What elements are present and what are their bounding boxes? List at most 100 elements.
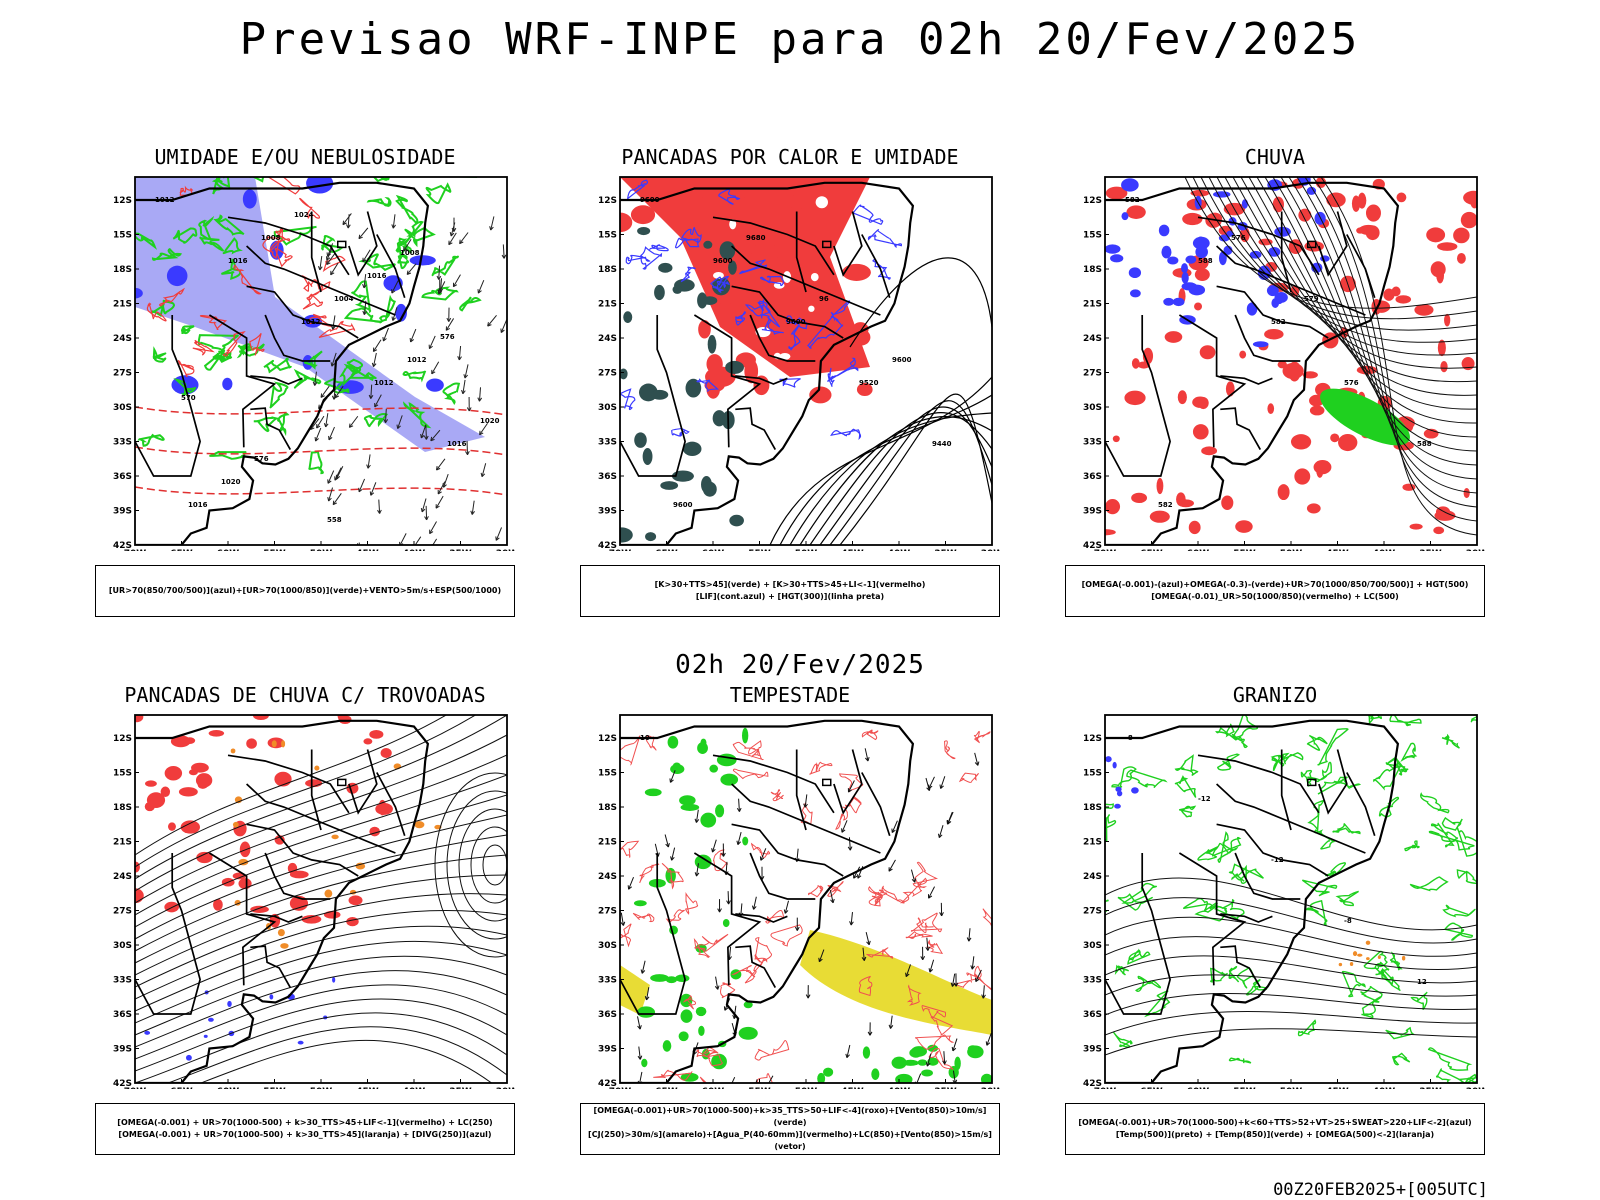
- hgt-contour: [839, 393, 992, 545]
- wind850-area: [637, 1006, 656, 1018]
- rain-area: [1396, 192, 1407, 203]
- lif-contour: [674, 237, 700, 249]
- wind-vector: [939, 912, 944, 917]
- wind-vector: [853, 874, 858, 879]
- lif-contour: [827, 367, 835, 387]
- lon-label: 30W: [981, 549, 1000, 551]
- state-boundary: [861, 772, 891, 837]
- contour-label: 588: [1417, 440, 1432, 448]
- omega-area: [1357, 953, 1363, 957]
- water-contour: [974, 965, 992, 991]
- thunderstorm-area: [184, 737, 196, 745]
- wind-vector: [399, 533, 407, 545]
- lon-label: 50W: [310, 1087, 333, 1089]
- wind850-area: [694, 854, 712, 870]
- rain-area: [1177, 390, 1187, 405]
- water-contour: [744, 954, 764, 984]
- wind-vector: [937, 833, 943, 838]
- wind-vector: [445, 326, 450, 331]
- wind-vector: [753, 896, 757, 910]
- wind-vector: [768, 1075, 774, 1083]
- omega-area: [1172, 297, 1185, 307]
- map-layers: 1012101610121012101610161008100410121020…: [135, 177, 507, 551]
- state-boundary: [250, 945, 292, 989]
- lat-label: 30S: [598, 403, 617, 413]
- lat-label: 18S: [598, 265, 617, 275]
- lon-label: 50W: [795, 549, 818, 551]
- lon-label: 40W: [403, 549, 426, 551]
- thunderstorm-area: [363, 738, 373, 745]
- lon-label: 45W: [356, 1087, 379, 1089]
- wind-vector: [326, 252, 331, 257]
- wind850-area: [910, 1046, 927, 1057]
- lon-label: 45W: [356, 549, 379, 551]
- hgt500-contour: [1320, 177, 1477, 536]
- thunderstorm-area: [346, 917, 359, 927]
- water-contour: [809, 761, 833, 775]
- map-layers: 10: [620, 719, 992, 1083]
- temp850-contour: [1456, 869, 1477, 885]
- wind-vector: [431, 361, 440, 375]
- lif-contour: [788, 324, 801, 351]
- temp850-contour: [1214, 898, 1245, 920]
- wind-vector: [436, 458, 446, 471]
- rain-area: [1414, 304, 1434, 316]
- wind-vector: [481, 463, 487, 477]
- wind-vector: [818, 949, 825, 962]
- streamline: [135, 955, 507, 1036]
- thunderstorm-area: [348, 895, 363, 906]
- temp850-contour: [1427, 1047, 1473, 1071]
- wind-vector: [429, 547, 432, 551]
- panel-title: GRANIZO: [1232, 683, 1318, 707]
- green-contour: [442, 382, 461, 405]
- temp850-contour: [1314, 829, 1336, 850]
- wind-vector: [478, 387, 482, 402]
- wind-vector: [420, 433, 425, 439]
- wind-vector: [717, 908, 722, 913]
- contour-label: 1016: [367, 272, 387, 280]
- state-boundary: [1346, 772, 1376, 837]
- green-contour: [137, 433, 165, 447]
- wind-vector: [396, 424, 401, 429]
- wind850-area: [862, 1046, 871, 1059]
- wind850-area: [700, 812, 717, 828]
- map-umidade: 1012101610121012101610161008100410121020…: [113, 176, 515, 551]
- wind-vector: [403, 238, 412, 252]
- state-boundary: [1346, 234, 1376, 299]
- wind-vector: [382, 336, 387, 342]
- green-contour: [263, 357, 292, 374]
- lat-label: 39S: [1083, 507, 1102, 517]
- temp850-contour: [1378, 796, 1400, 818]
- rain-area: [1326, 192, 1346, 208]
- state-boundary: [348, 749, 378, 815]
- contour-label: 9520: [859, 379, 879, 387]
- lat-label: 33S: [598, 976, 617, 986]
- contour-label: -12: [1271, 856, 1284, 864]
- green-contour: [198, 215, 215, 241]
- streamline: [135, 925, 507, 1012]
- lon-label: 50W: [1280, 549, 1303, 551]
- wind-vector: [385, 408, 387, 423]
- wind-vector: [391, 280, 399, 294]
- wind-vector: [952, 1038, 958, 1052]
- wind-vector: [942, 1060, 947, 1065]
- temp850-contour: [1404, 840, 1420, 852]
- wind-vector: [391, 289, 396, 294]
- wind-vector: [479, 430, 484, 436]
- state-boundary: [735, 945, 777, 989]
- water-contour: [844, 795, 862, 814]
- instability-area: [414, 821, 425, 829]
- green-contour: [421, 286, 459, 301]
- rain-area: [1221, 495, 1234, 510]
- thunderstorm-area: [178, 787, 198, 797]
- legend-pancadas-calor: [K>30+TTS>45](verde) + [K>30+TTS>45+LI<-…: [580, 565, 1000, 617]
- hgt500-contour: [1312, 177, 1477, 522]
- lat-label: 42S: [598, 1079, 617, 1089]
- wind-vector: [471, 500, 475, 515]
- wind-vector: [317, 265, 323, 271]
- wind-vector: [501, 254, 507, 259]
- wind-vector: [888, 859, 896, 872]
- green-contour: [431, 255, 459, 277]
- omega-area: [1181, 272, 1189, 284]
- wind-vector: [429, 529, 434, 535]
